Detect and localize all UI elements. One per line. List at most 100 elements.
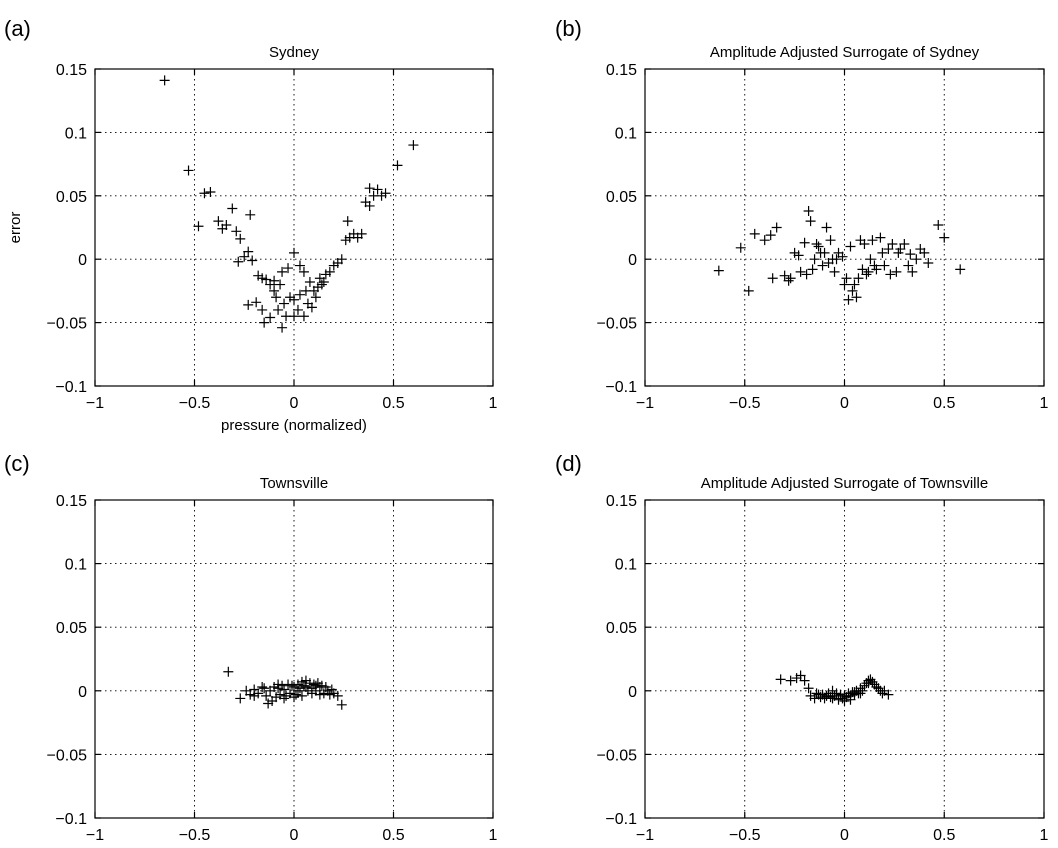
data-point <box>879 260 890 271</box>
data-point <box>408 140 419 151</box>
chart-title: Amplitude Adjusted Surrogate of Townsvil… <box>701 475 988 492</box>
y-tick-label: −0.1 <box>55 379 87 396</box>
plot-frame <box>644 68 1045 387</box>
data-point <box>227 203 238 214</box>
data-point <box>294 289 305 300</box>
data-point <box>907 266 918 277</box>
y-tick-label: 0.05 <box>56 189 87 206</box>
data-point <box>955 264 966 275</box>
data-point <box>857 264 868 275</box>
y-tick-label: 0.1 <box>615 557 637 574</box>
y-tick-label: −0.05 <box>47 316 88 333</box>
data-point <box>893 247 904 258</box>
x-tick-label: 0.5 <box>933 395 955 412</box>
data-point <box>891 266 902 277</box>
data-point <box>923 258 934 269</box>
data-point <box>807 264 818 275</box>
data-point <box>310 680 321 691</box>
data-point <box>306 688 317 699</box>
data-point <box>324 689 335 700</box>
data-point <box>279 693 290 704</box>
data-point <box>259 317 270 328</box>
panel-d: (d) Amplitude Adjusted Surrogate of Towns… <box>555 451 1049 844</box>
data-point <box>328 260 339 271</box>
x-tick-label: 0 <box>840 395 849 412</box>
data-point <box>833 694 844 705</box>
data-point <box>911 254 922 265</box>
data-point <box>159 75 170 86</box>
data-point <box>304 277 315 288</box>
x-tick-label: −1 <box>86 827 104 844</box>
x-tick-label: −0.5 <box>729 827 761 844</box>
data-point <box>275 279 286 290</box>
data-point <box>231 226 242 237</box>
y-tick-label: 0.05 <box>56 620 87 637</box>
data-point <box>245 689 256 700</box>
data-point <box>851 292 862 303</box>
data-point <box>294 683 305 694</box>
data-point <box>372 184 383 195</box>
data-point <box>849 279 860 290</box>
data-point <box>887 238 898 249</box>
data-point <box>817 260 828 271</box>
data-point <box>857 685 868 696</box>
data-point <box>277 266 288 277</box>
data-point <box>253 688 264 699</box>
data-point <box>223 666 234 677</box>
chart-title: Sydney <box>269 44 320 61</box>
y-tick-label: 0 <box>628 684 637 701</box>
panel-label: (a) <box>4 16 31 41</box>
data-point <box>821 690 832 701</box>
data-point <box>271 292 282 303</box>
data-point <box>285 292 296 303</box>
data-point <box>269 285 280 296</box>
data-point <box>873 683 884 694</box>
data-point <box>265 312 276 323</box>
data-point <box>199 188 210 199</box>
data-point <box>245 209 256 220</box>
data-point <box>239 251 250 262</box>
data-point <box>289 247 299 258</box>
data-point <box>336 699 347 710</box>
data-point <box>829 266 840 277</box>
y-tick-label: 0.15 <box>606 62 637 79</box>
data-point <box>233 256 244 267</box>
data-point <box>251 297 262 308</box>
data-point <box>779 270 790 281</box>
y-tick-label: 0.05 <box>606 620 637 637</box>
data-point <box>273 679 284 690</box>
data-point <box>867 676 878 687</box>
x-tick-label: 0.5 <box>933 827 955 844</box>
data-point <box>885 269 896 280</box>
data-point <box>839 690 850 701</box>
data-point <box>865 254 876 265</box>
data-point <box>235 233 246 244</box>
y-tick-label: −0.1 <box>55 811 87 828</box>
y-tick-label: 0 <box>78 684 87 701</box>
y-tick-label: 0.1 <box>65 557 87 574</box>
data-point <box>843 294 854 305</box>
data-point <box>269 681 280 692</box>
data-point <box>743 285 754 296</box>
data-point <box>316 279 327 290</box>
data-point <box>269 275 280 286</box>
y-tick-label: 0 <box>78 252 87 269</box>
data-point <box>336 254 347 265</box>
data-point <box>257 681 268 692</box>
data-point <box>183 165 194 176</box>
y-tick-label: 0.15 <box>56 493 87 510</box>
data-point <box>819 247 830 258</box>
data-point <box>793 250 804 261</box>
data-point <box>839 279 850 290</box>
x-tick-label: 0 <box>290 395 299 412</box>
data-point <box>859 680 870 691</box>
x-tick-label: −0.5 <box>179 395 211 412</box>
data-point <box>783 275 794 286</box>
y-tick-label: −0.1 <box>605 379 637 396</box>
data-point <box>320 269 331 280</box>
data-point <box>267 695 278 706</box>
panel-label: (d) <box>555 451 582 476</box>
data-point <box>795 266 806 277</box>
data-point <box>392 160 403 171</box>
